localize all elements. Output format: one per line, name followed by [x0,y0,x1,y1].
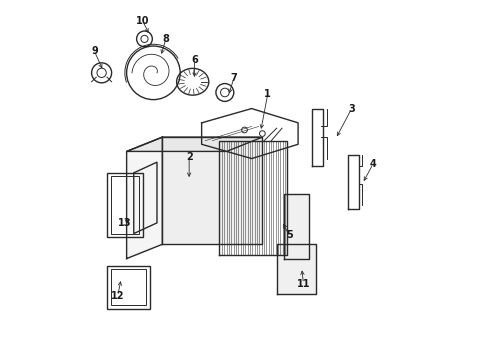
Text: 11: 11 [296,279,309,289]
Text: 1: 1 [264,89,270,99]
Text: 9: 9 [91,46,98,57]
Polygon shape [283,194,308,258]
Text: 8: 8 [162,34,169,44]
Text: 10: 10 [136,16,149,26]
Polygon shape [276,244,315,294]
Text: 2: 2 [185,152,192,162]
Polygon shape [126,137,162,258]
Text: 5: 5 [285,230,292,240]
Text: 4: 4 [369,159,376,169]
Text: 7: 7 [230,73,237,83]
Polygon shape [162,137,262,244]
Text: 6: 6 [191,55,198,65]
Text: 13: 13 [118,218,131,228]
Text: 12: 12 [111,291,124,301]
Text: 3: 3 [347,104,354,113]
Polygon shape [126,137,262,152]
